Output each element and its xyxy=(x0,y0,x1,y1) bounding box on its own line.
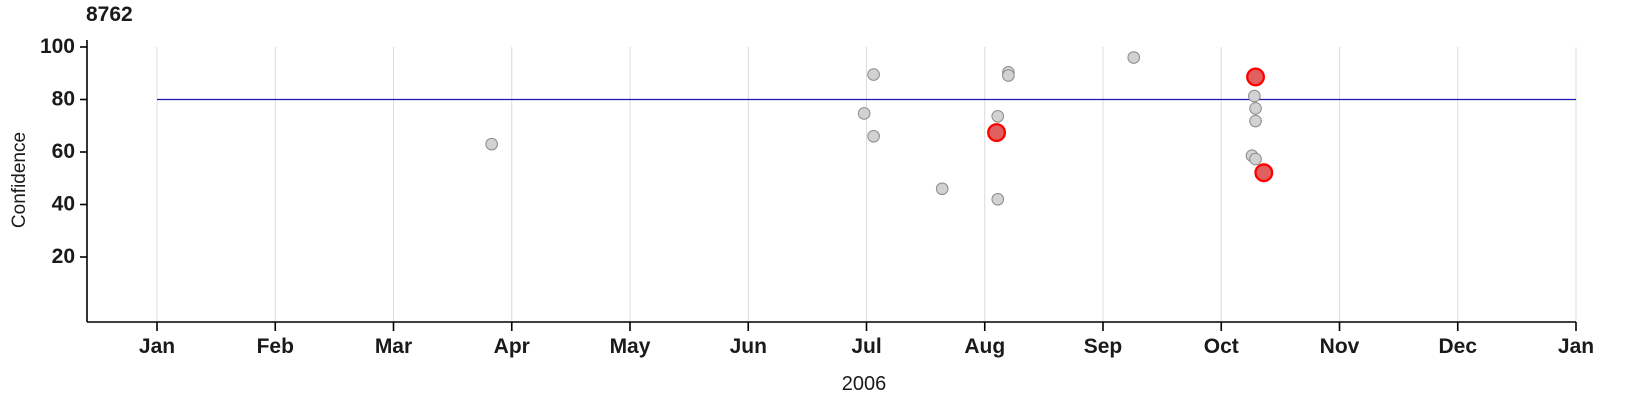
svg-text:Jun: Jun xyxy=(730,335,767,358)
svg-text:Jan: Jan xyxy=(139,335,175,358)
svg-text:Dec: Dec xyxy=(1438,335,1477,358)
svg-text:Oct: Oct xyxy=(1204,335,1239,358)
svg-text:80: 80 xyxy=(52,88,75,111)
svg-text:8762: 8762 xyxy=(86,3,133,26)
svg-text:Feb: Feb xyxy=(257,335,294,358)
svg-text:May: May xyxy=(610,335,651,358)
svg-text:Apr: Apr xyxy=(494,335,530,358)
svg-text:100: 100 xyxy=(40,35,75,58)
svg-text:60: 60 xyxy=(52,140,75,163)
svg-text:2006: 2006 xyxy=(842,373,887,395)
svg-text:Sep: Sep xyxy=(1084,335,1123,358)
svg-text:Mar: Mar xyxy=(375,335,412,358)
svg-text:Jan: Jan xyxy=(1558,335,1594,358)
svg-text:Jul: Jul xyxy=(851,335,881,358)
svg-text:Nov: Nov xyxy=(1320,335,1360,358)
svg-text:Aug: Aug xyxy=(964,335,1005,358)
svg-text:20: 20 xyxy=(52,245,75,268)
svg-text:40: 40 xyxy=(52,193,75,216)
